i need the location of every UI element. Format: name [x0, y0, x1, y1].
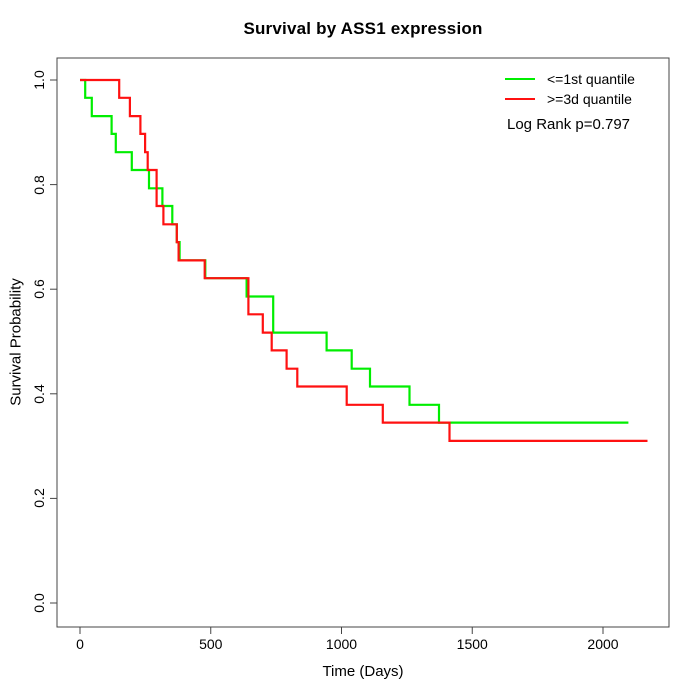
- y-tick-label: 0.4: [31, 384, 47, 404]
- legend-line-red: [505, 98, 535, 100]
- x-axis-label: Time (Days): [322, 663, 404, 680]
- log-rank-pvalue: Log Rank p=0.797: [507, 116, 631, 133]
- y-tick-label: 1.0: [31, 70, 47, 90]
- legend-line-green: [505, 78, 535, 80]
- x-tick-label: 1500: [456, 636, 488, 652]
- legend: <=1st quantile >=3d quantile: [505, 71, 635, 107]
- legend-label-high-quantile: >=3d quantile: [547, 91, 632, 107]
- y-tick-label: 0.2: [31, 488, 47, 509]
- chart-title: Survival by ASS1 expression: [243, 19, 483, 38]
- y-axis-label: Survival Probability: [7, 278, 25, 406]
- x-tick-label: 1000: [325, 636, 358, 652]
- km-curve-series-1: [80, 78, 648, 442]
- y-tick-label: 0.8: [31, 174, 47, 195]
- y-tick-label: 0.6: [31, 279, 47, 299]
- legend-label-low-quantile: <=1st quantile: [547, 71, 635, 87]
- x-tick-label: 500: [199, 636, 223, 652]
- legend-item-low-quantile: <=1st quantile: [505, 71, 635, 87]
- x-tick-label: 2000: [587, 636, 619, 652]
- y-tick-label: 0.0: [31, 593, 47, 613]
- x-tick-label: 0: [76, 636, 84, 652]
- legend-item-high-quantile: >=3d quantile: [505, 91, 635, 107]
- plot-box: [56, 57, 670, 628]
